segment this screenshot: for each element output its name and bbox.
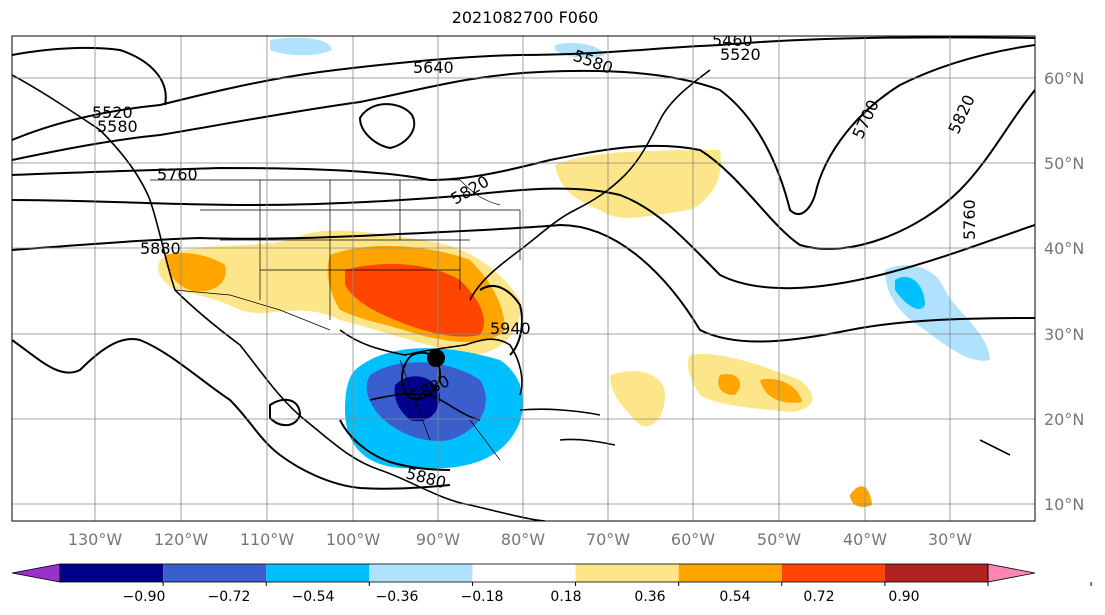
colorbar-ticks: −0.90 −0.72 −0.54 −0.36 −0.18 0.18 0.36 … (123, 589, 920, 605)
lon-label: 110°W (240, 530, 295, 549)
colorbar-tick-label: −0.90 (123, 589, 166, 605)
height-contours (12, 36, 1035, 490)
colorbar-segment (266, 564, 370, 582)
lon-label: 100°W (326, 530, 381, 549)
map-title: 2021082700 F060 (451, 8, 599, 27)
longitude-labels: 130°W 120°W 110°W 100°W 90°W 80°W 70°W 6… (68, 530, 972, 549)
lon-label: 120°W (154, 530, 209, 549)
lon-label: 60°W (671, 530, 715, 549)
political-borders (150, 179, 521, 461)
colorbar-segment (472, 564, 576, 582)
contour-label: 5940 (490, 319, 531, 338)
contour-label: 5460 (712, 31, 753, 50)
lon-label: 130°W (68, 530, 123, 549)
colorbar-tick-label: −0.18 (461, 589, 504, 605)
lon-label: 90°W (416, 530, 460, 549)
colorbar-tick-label: −0.72 (208, 589, 251, 605)
lat-label: 20°N (1044, 410, 1084, 429)
contour-label: 5520 (92, 103, 133, 122)
colorbar-segment (781, 564, 885, 582)
colorbar-tick-label: 0.18 (550, 589, 581, 605)
lon-label: 30°W (928, 530, 972, 549)
lat-label: 30°N (1044, 325, 1084, 344)
colorbar-frame (59, 563, 989, 583)
colorbar-segment (575, 564, 679, 582)
lon-label: 50°W (757, 530, 801, 549)
colorbar-segment (884, 564, 988, 582)
lat-label: 60°N (1044, 69, 1084, 88)
colorbar-tick-label: 0.54 (719, 589, 750, 605)
lon-label: 40°W (843, 530, 887, 549)
lat-label: 50°N (1044, 154, 1084, 173)
colorbar-extend-max (987, 563, 1036, 583)
contour-label: 5580 (97, 117, 138, 136)
colorbar-tick-label: 0.72 (803, 589, 834, 605)
colorbar-extend-min (11, 563, 61, 583)
colorbar-tick-label: −0.36 (376, 589, 419, 605)
contour-label: 5520 (720, 45, 761, 64)
colorbar-segment (678, 564, 782, 582)
lon-label: 80°W (501, 530, 545, 549)
contour-label: 5760 (157, 165, 198, 184)
contour-label: 5640 (413, 58, 454, 77)
colorbar-segment (60, 564, 164, 582)
lat-label: 40°N (1044, 239, 1084, 258)
colorbar-tick-label: 0.36 (634, 589, 665, 605)
contour-label: 5880 (140, 239, 181, 258)
colorbar-segment (369, 564, 473, 582)
lon-label: 70°W (586, 530, 630, 549)
latitude-labels: 60°N 50°N 40°N 30°N 20°N 10°N (1044, 69, 1084, 514)
lat-label: 10°N (1044, 495, 1084, 514)
graticule (12, 36, 1035, 521)
map-border (11, 35, 1036, 522)
colorbar-segments (11, 563, 1092, 586)
colorbar-segment (163, 564, 267, 582)
colorbar-tick-label: 0.90 (888, 589, 919, 605)
storm-center-marker (427, 349, 445, 367)
contour-label: 5760 (960, 199, 979, 240)
colorbar-tick-label: −0.54 (292, 589, 335, 605)
